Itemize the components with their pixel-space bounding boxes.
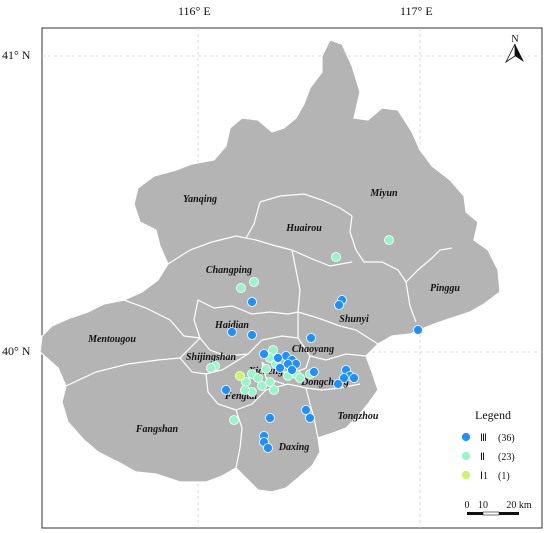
site-point-class-2 (229, 415, 239, 425)
scale-tick-0: 0 (465, 500, 470, 511)
site-point-class-2 (236, 283, 246, 293)
site-point-class-3 (305, 413, 315, 423)
boundary-shijingshan (179, 353, 249, 375)
sample-points (206, 235, 423, 453)
site-point-class-2 (257, 381, 267, 391)
site-point-class-2 (295, 373, 305, 383)
district-label-fengtai: Fengtai (224, 391, 257, 402)
district-label-chaoyang: Chaoyang (292, 344, 334, 355)
scale-tick-20: 20 km (506, 500, 532, 511)
boundary-changping-south (197, 299, 299, 315)
north-arrow: N (504, 34, 524, 64)
site-point-class-2 (331, 252, 341, 262)
boundary-shunyi-south (297, 311, 379, 345)
site-point-class-3 (413, 325, 423, 335)
site-point-class-3 (263, 443, 273, 453)
legend-count-class-3: (36) (498, 433, 515, 444)
site-point-class-3 (287, 365, 297, 375)
boundary-huairou-south (291, 249, 353, 267)
site-point-class-3 (273, 353, 283, 363)
site-point-class-1 (235, 371, 245, 381)
boundary-fangshan-daxing (235, 409, 243, 469)
site-point-class-2 (249, 277, 259, 287)
boundary-mentougou-north (123, 299, 201, 339)
beijing-boundary (39, 39, 501, 493)
site-point-class-3 (339, 373, 349, 383)
district-label-miyun: Miyun (369, 188, 398, 199)
district-label-dongcheng: Dongcheng (300, 377, 349, 388)
district-label-haidian: Haidian (214, 320, 249, 331)
lat-label-40: 40° N (2, 344, 31, 358)
district-label-yanqing: Yanqing (183, 194, 217, 205)
scale-bar-segment-long (499, 512, 519, 515)
district-label-shijingshan: Shijingshan (186, 352, 236, 363)
district-label-mentougou: Mentougou (87, 334, 136, 345)
legend-count-class-2: (23) (498, 452, 515, 463)
site-point-class-3 (309, 367, 319, 377)
scale-tick-10: 10 (478, 500, 488, 511)
legend-title: Legend (475, 408, 511, 422)
boundary-chaoyang-east (297, 312, 367, 361)
site-point-class-3 (221, 385, 231, 395)
boundary-fengtai-west (205, 373, 237, 411)
boundary-changping-north (167, 235, 293, 265)
scale-bar-segment-dark (467, 512, 483, 515)
district-label-fangshan: Fangshan (135, 424, 179, 435)
legend-swatch-class-2 (461, 451, 471, 461)
site-point-class-3 (265, 413, 275, 423)
site-point-class-2 (265, 377, 275, 387)
district-label-shunyi: Shunyi (339, 314, 369, 325)
boundary-pinggu-shunyi (405, 281, 417, 323)
lon-label-116: 116° E (178, 4, 211, 18)
district-boundaries (65, 193, 453, 469)
lat-label-41: 41° N (2, 48, 31, 62)
site-point-class-3 (333, 379, 343, 389)
site-point-class-2 (240, 385, 250, 395)
boundary-miyun-pinggu (405, 247, 453, 283)
district-label-huairou: Huairou (285, 223, 322, 234)
boundary-daxing-tongzhou (305, 387, 319, 439)
district-label-tongzhou: Tongzhou (338, 411, 379, 422)
legend-label-class-1: Ⅰ1 (480, 471, 488, 482)
site-point-class-2 (269, 385, 279, 395)
site-point-class-3 (227, 327, 237, 337)
district-label-changping: Changping (206, 265, 252, 276)
district-label-daxing: Daxing (278, 442, 310, 453)
boundary-huairou-north (259, 193, 353, 217)
site-point-class-2 (253, 373, 263, 383)
site-point-class-2 (384, 235, 394, 245)
boundary-huairou-miyun (349, 215, 407, 283)
boundary-yanqing-huairou (245, 201, 261, 239)
lon-label-117: 117° E (400, 4, 433, 18)
legend-label-class-3: Ⅲ (480, 433, 487, 444)
site-point-class-3 (247, 330, 257, 340)
site-point-class-3 (301, 405, 311, 415)
scale-bar: 0 10 20 km (465, 500, 532, 516)
site-point-class-2 (206, 363, 216, 373)
legend-swatch-class-3 (461, 432, 471, 442)
site-point-class-3 (247, 297, 257, 307)
site-point-class-3 (275, 363, 285, 373)
north-arrow-label: N (511, 34, 518, 45)
north-arrow-dark-half (515, 44, 524, 62)
site-point-class-3 (259, 349, 269, 359)
boundary-haidian-west (193, 299, 201, 339)
legend: Legend Ⅲ (36) Ⅱ (23) Ⅰ1 (1) (461, 408, 515, 482)
site-point-class-3 (334, 300, 344, 310)
site-point-class-2 (261, 364, 271, 374)
legend-count-class-1: (1) (498, 471, 510, 482)
legend-swatch-class-1 (461, 470, 471, 480)
site-point-class-3 (349, 373, 359, 383)
north-arrow-light-half (504, 43, 516, 64)
boundary-changping-shunyi (291, 249, 301, 313)
scale-bar-segment-light (482, 511, 500, 516)
boundary-mentougou-fangshan (65, 337, 201, 387)
district-label-pinggu: Pinggu (430, 283, 460, 294)
site-point-class-3 (306, 333, 316, 343)
legend-label-class-2: Ⅱ (480, 452, 485, 463)
